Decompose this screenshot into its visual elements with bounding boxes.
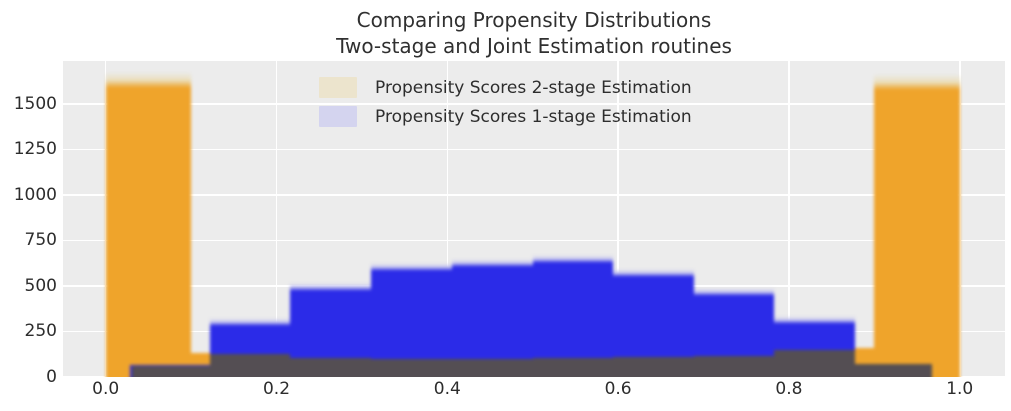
x-tick-label: 0.2 — [262, 379, 291, 399]
y-tick-label: 250 — [24, 321, 57, 342]
hist-bar-cap-1stage — [694, 288, 775, 297]
y-tick-label: 1000 — [13, 184, 57, 205]
hist-bar-cap-2stage — [105, 72, 192, 89]
hist-bar-1stage — [371, 269, 452, 377]
hist-bar-1stage — [451, 265, 533, 377]
gridline-vertical — [617, 61, 619, 377]
hist-bar-overlap — [209, 354, 291, 377]
hist-bar-2stage — [105, 87, 192, 377]
gridline-horizontal — [63, 194, 1005, 196]
x-tick-label: 0.0 — [92, 379, 120, 399]
histogram-bars — [63, 61, 1005, 377]
x-tick-label: 0.4 — [433, 379, 461, 399]
hist-bar-cap-1stage — [371, 262, 452, 271]
hist-bar-overlap — [290, 358, 372, 377]
x-tick-label: 1.0 — [946, 379, 974, 399]
gridline-vertical — [275, 61, 278, 377]
legend-label-2stage: Propensity Scores 2-stage Estimation — [375, 77, 692, 98]
legend-swatch-2stage — [319, 77, 357, 98]
hist-bar-overlap — [532, 358, 613, 377]
y-axis-tick-labels: 0 250 500 750 1000 1250 1500 — [0, 61, 57, 387]
hist-bar-cap-1stage — [209, 318, 291, 327]
hist-bar-cap-2stage — [874, 74, 960, 91]
gridline-vertical — [788, 61, 790, 377]
hist-bar-overlap — [451, 358, 533, 377]
chart-title-line1: Comparing Propensity Distributions — [356, 8, 712, 32]
hist-bar-cap-1stage — [290, 282, 372, 291]
legend-swatch-1stage — [319, 106, 357, 127]
x-axis-tick-labels: 0.0 0.2 0.4 0.6 0.8 1.0 — [63, 379, 1005, 403]
y-tick-label: 750 — [24, 230, 57, 251]
hist-bar-overlap — [854, 363, 933, 377]
hist-bar-1stage — [532, 261, 613, 377]
legend-item-1stage: Propensity Scores 1-stage Estimation — [319, 102, 692, 131]
chart-title-line2: Two-stage and Joint Estimation routines — [336, 34, 732, 58]
hist-bar-overlap — [612, 357, 695, 377]
gridline-vertical — [446, 61, 449, 377]
gridline-horizontal — [63, 148, 1005, 151]
x-tick-label: 0.8 — [775, 379, 803, 399]
legend-item-2stage: Propensity Scores 2-stage Estimation — [319, 73, 692, 102]
hist-bar-overlap — [774, 350, 855, 377]
y-tick-label: 500 — [24, 275, 57, 296]
hist-bar-2stage — [874, 89, 960, 377]
legend: Propensity Scores 2-stage Estimation Pro… — [319, 73, 692, 131]
x-tick-label: 0.6 — [604, 379, 632, 399]
plot-area: Propensity Scores 2-stage Estimation Pro… — [63, 61, 1005, 377]
hist-bar-overlap — [371, 359, 452, 377]
legend-label-1stage: Propensity Scores 1-stage Estimation — [375, 106, 692, 127]
gridline-horizontal — [63, 239, 1005, 242]
hist-bar-cap-1stage — [532, 254, 613, 263]
hist-bar-overlap — [694, 356, 775, 377]
hist-bar-cap-1stage — [612, 269, 695, 278]
y-tick-label: 0 — [46, 367, 57, 387]
chart-title: Comparing Propensity Distributions Two-s… — [63, 7, 1005, 59]
hist-bar-cap-1stage — [774, 316, 855, 325]
hist-bar-overlap — [132, 366, 210, 377]
gridline-vertical — [958, 61, 961, 377]
hist-bar-cap-1stage — [451, 258, 533, 267]
y-tick-label: 1250 — [13, 139, 57, 160]
gridline-horizontal — [63, 103, 1005, 105]
y-tick-label: 1500 — [13, 93, 57, 114]
